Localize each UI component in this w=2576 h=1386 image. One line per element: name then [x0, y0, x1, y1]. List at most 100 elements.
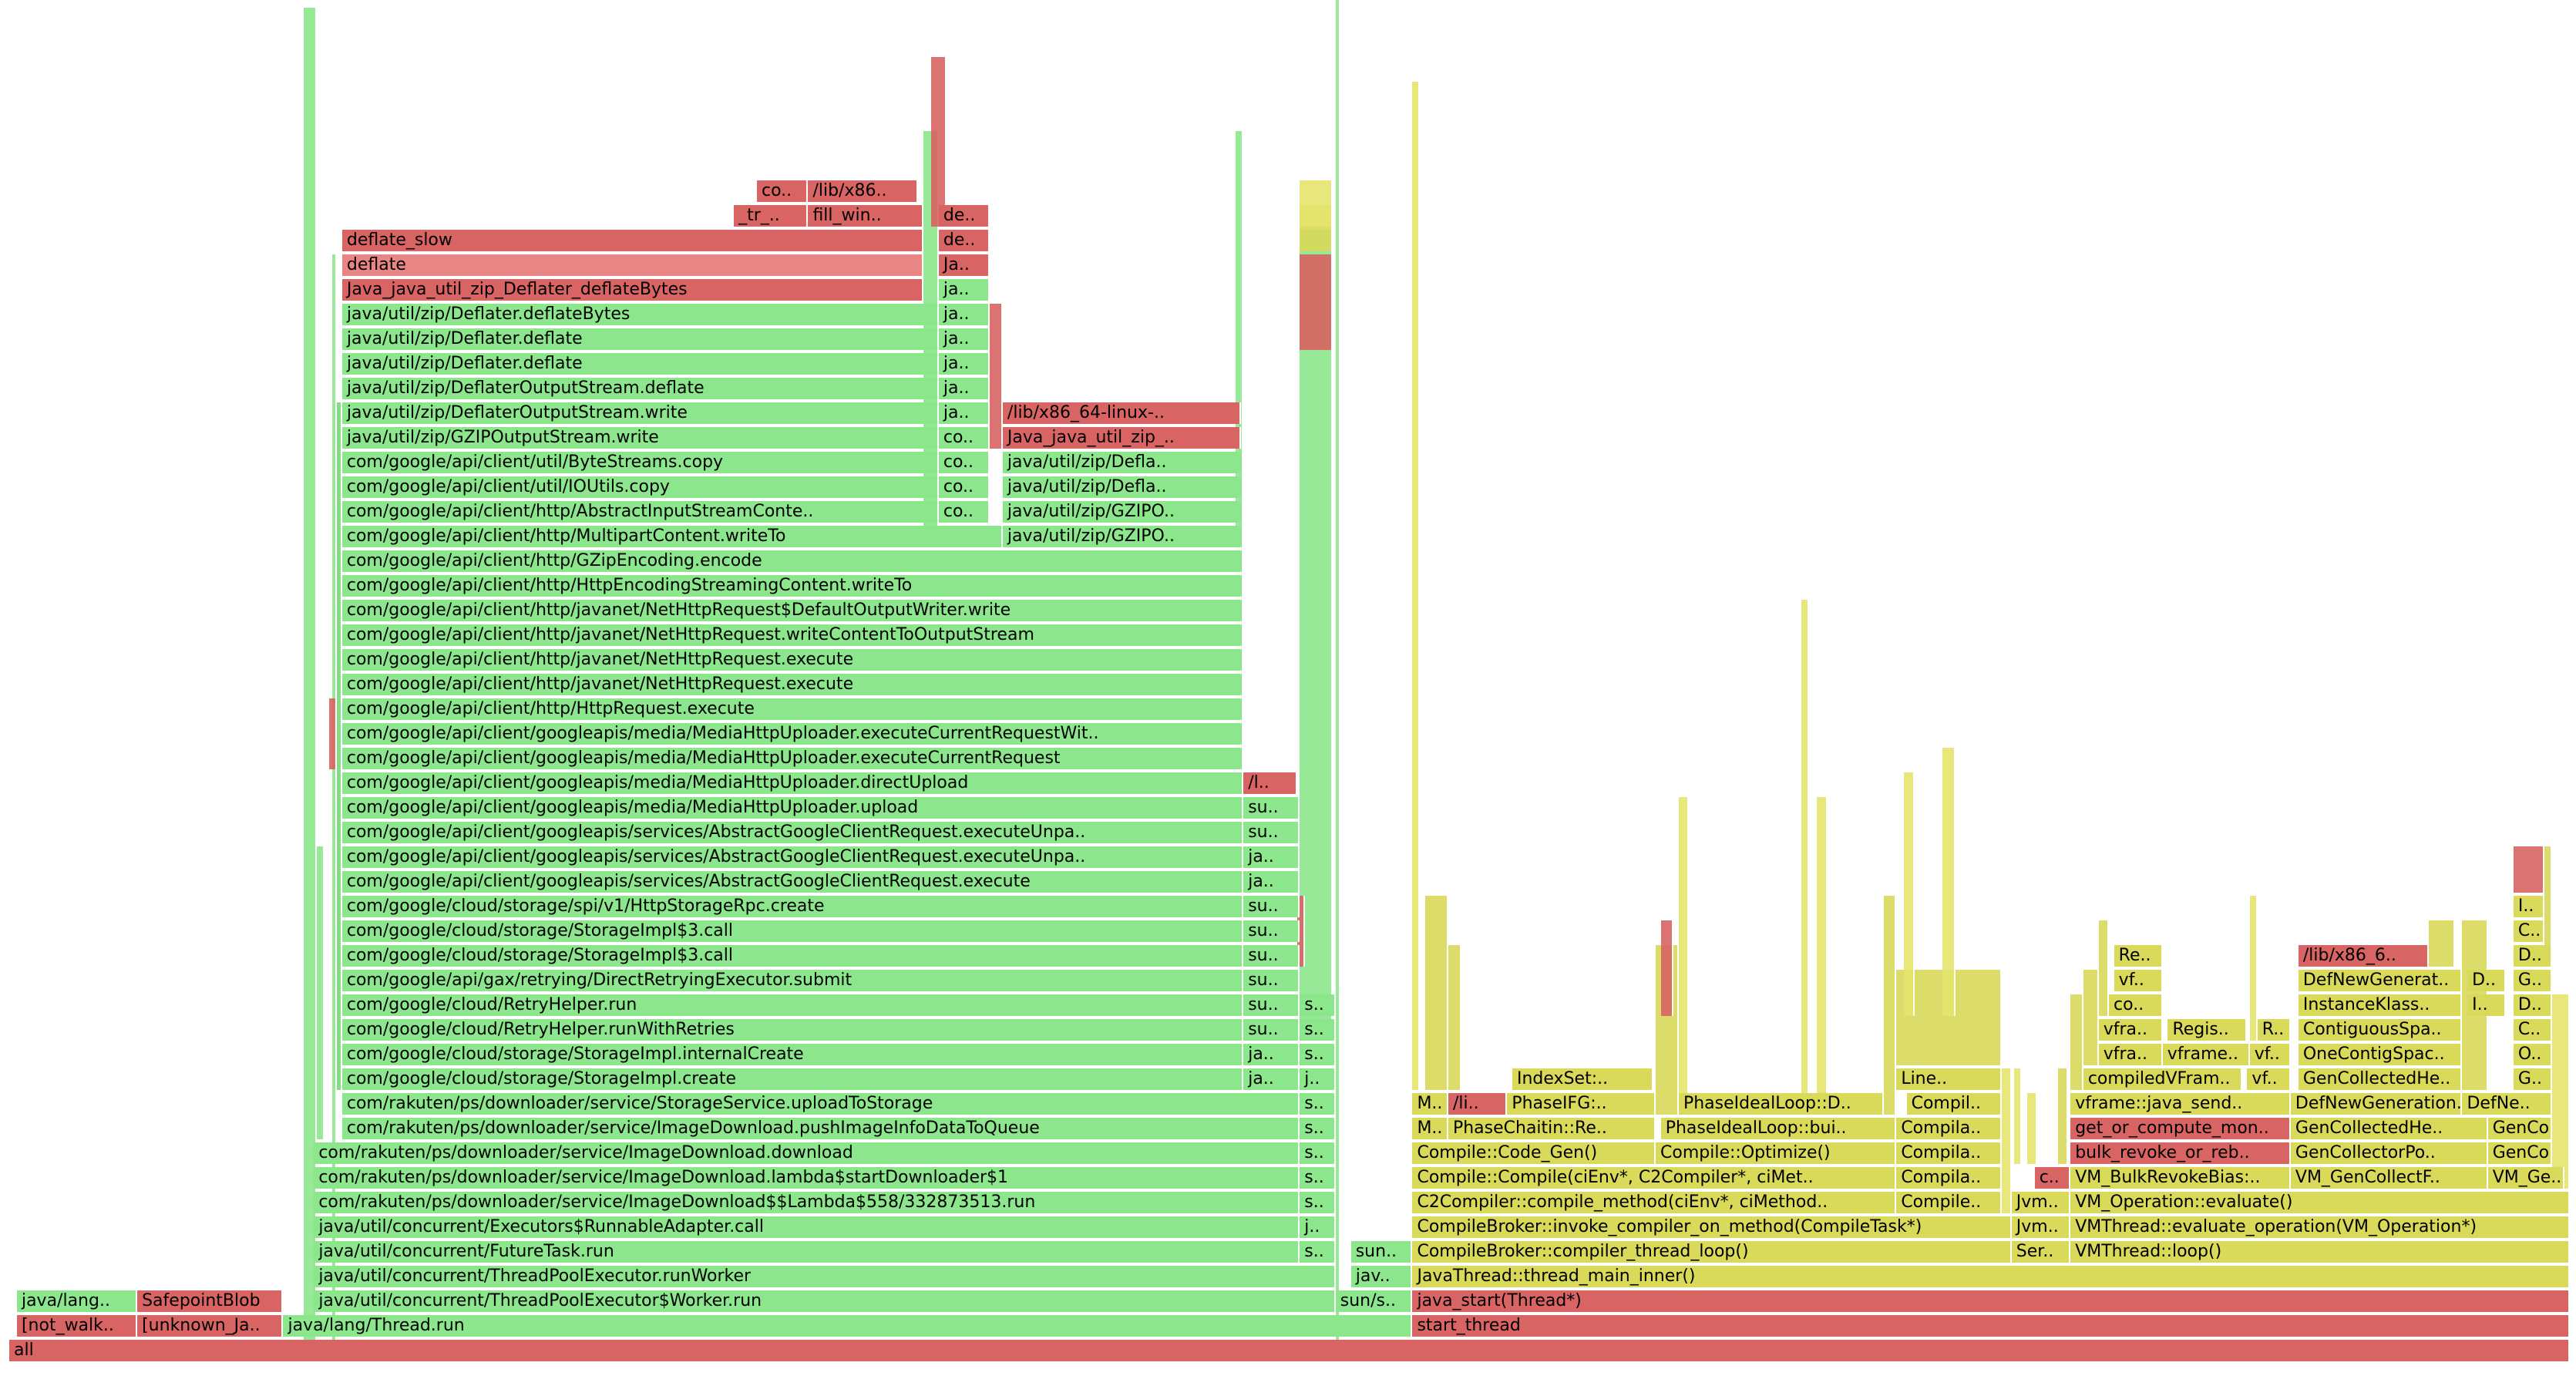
flame-frame[interactable]: com/google/api/gax/retrying/DirectRetryi…	[341, 970, 1244, 991]
flame-sliver[interactable]	[2513, 846, 2544, 893]
flame-frame[interactable]: com/google/api/client/googleapis/media/M…	[341, 723, 1244, 745]
flame-frame[interactable]: com/google/cloud/storage/StorageImpl$3.c…	[341, 920, 1244, 942]
flame-frame[interactable]: vf..	[2247, 1068, 2291, 1090]
flame-frame[interactable]: all	[9, 1340, 2570, 1361]
flame-sliver[interactable]	[930, 57, 947, 227]
flame-frame[interactable]: compiledVFram..	[2083, 1068, 2242, 1090]
flame-sliver[interactable]	[1883, 896, 1897, 1115]
flame-frame[interactable]: com/google/cloud/storage/StorageImpl.int…	[341, 1044, 1244, 1065]
flame-frame[interactable]: GenCo..	[2487, 1118, 2552, 1139]
flame-frame[interactable]: I..	[2513, 896, 2544, 917]
flame-sliver[interactable]	[2098, 920, 2110, 1016]
flame-frame[interactable]: InstanceKlass..	[2298, 994, 2463, 1016]
flame-frame[interactable]: C..	[2513, 920, 2544, 942]
flame-frame[interactable]: java/lang/Thread.run	[283, 1315, 1413, 1337]
flame-frame[interactable]: Compila..	[1896, 1142, 2002, 1164]
flame-sliver[interactable]	[990, 304, 1003, 449]
flame-sliver[interactable]	[1300, 254, 1333, 350]
flame-frame[interactable]: D..	[2467, 970, 2506, 991]
flame-frame[interactable]: su..	[1243, 1019, 1300, 1041]
flame-frame[interactable]: Ser..	[2011, 1241, 2071, 1263]
flame-frame[interactable]: com/google/api/client/googleapis/media/M…	[341, 772, 1244, 794]
flame-frame[interactable]: DefNe..	[2462, 1093, 2552, 1115]
flame-frame[interactable]: I..	[2467, 994, 2506, 1016]
flame-sliver[interactable]	[1412, 82, 1421, 1090]
flame-frame[interactable]: java/util/zip/GZIPO..	[1002, 501, 1244, 523]
flame-frame[interactable]: JavaThread::thread_main_inner()	[1412, 1266, 2570, 1287]
flame-frame[interactable]: com/google/api/client/http/javanet/NetHt…	[341, 674, 1244, 695]
flame-frame[interactable]: co..	[938, 501, 990, 523]
flame-frame[interactable]: com/google/api/client/http/javanet/NetHt…	[341, 600, 1244, 621]
flame-sliver[interactable]	[2057, 1068, 2068, 1164]
flame-frame[interactable]: PhaseIdealLoop::D..	[1678, 1093, 1884, 1115]
flame-frame[interactable]: CompileBroker::invoke_compiler_on_method…	[1412, 1216, 2012, 1238]
flame-frame[interactable]: java/util/zip/DeflaterOutputStream.write	[341, 402, 939, 424]
flame-frame[interactable]: PhaseChaitin::Re..	[1448, 1118, 1656, 1139]
flame-frame[interactable]: com/rakuten/ps/downloader/service/ImageD…	[341, 1118, 1300, 1139]
flame-frame[interactable]: com/google/cloud/storage/StorageImpl.cre…	[341, 1068, 1244, 1090]
flame-frame[interactable]: com/google/cloud/RetryHelper.run	[341, 994, 1244, 1016]
flame-frame[interactable]: java/util/zip/GZIPO..	[1002, 526, 1244, 547]
flame-frame[interactable]: j..	[1300, 1216, 1336, 1238]
flame-frame[interactable]: vframe..	[2162, 1044, 2250, 1065]
flame-frame[interactable]: Compila..	[1896, 1118, 2002, 1139]
flame-frame[interactable]: VMThread::evaluate_operation(VM_Operatio…	[2070, 1216, 2570, 1238]
flame-frame[interactable]: com/google/api/client/http/HttpRequest.e…	[341, 698, 1244, 720]
flame-frame[interactable]: bulk_revoke_or_reb..	[2070, 1142, 2291, 1164]
flame-frame[interactable]: com/google/api/client/util/IOUtils.copy	[341, 476, 939, 498]
flame-sliver[interactable]	[329, 698, 338, 769]
flame-frame[interactable]: /lib/x86..	[808, 180, 919, 202]
flame-frame[interactable]: com/google/api/client/googleapis/service…	[341, 871, 1244, 893]
flame-frame[interactable]: su..	[1243, 822, 1300, 843]
flame-frame[interactable]: GenCollectorPo..	[2290, 1142, 2488, 1164]
flame-sliver[interactable]	[331, 254, 338, 1361]
flame-sliver[interactable]	[1904, 772, 1915, 1016]
flame-frame[interactable]: s..	[1300, 994, 1336, 1016]
flame-frame[interactable]: com/google/api/client/util/ByteStreams.c…	[341, 452, 939, 473]
flame-frame[interactable]: com/google/api/client/googleapis/media/M…	[341, 748, 1244, 769]
flame-frame[interactable]: java/util/concurrent/ThreadPoolExecutor.…	[314, 1266, 1336, 1287]
flame-frame[interactable]: co..	[938, 476, 990, 498]
flame-frame[interactable]: ja..	[1243, 1044, 1300, 1065]
flame-frame[interactable]: VM_BulkRevokeBias:..	[2070, 1167, 2291, 1189]
flame-frame[interactable]: s..	[1300, 1093, 1336, 1115]
flame-sliver[interactable]	[1817, 797, 1828, 1115]
flame-frame[interactable]: VMThread::loop()	[2070, 1241, 2570, 1263]
flame-frame[interactable]: de..	[938, 230, 990, 251]
flame-frame[interactable]: jav..	[1350, 1266, 1413, 1287]
flame-frame[interactable]: s..	[1300, 1142, 1336, 1164]
flame-frame[interactable]: Compila..	[1896, 1167, 2002, 1189]
flame-frame[interactable]: java/util/zip/DeflaterOutputStream.defla…	[341, 378, 939, 399]
flame-frame[interactable]: com/google/api/client/googleapis/service…	[341, 846, 1244, 868]
flame-frame[interactable]: PhaseIdealLoop::bui..	[1660, 1118, 1897, 1139]
flame-sliver[interactable]	[1300, 230, 1333, 1041]
flame-sliver[interactable]	[337, 402, 342, 1090]
flame-frame[interactable]: s..	[1300, 1118, 1336, 1139]
flame-frame[interactable]: vf..	[2249, 1044, 2291, 1065]
flame-frame[interactable]: c..	[2034, 1167, 2071, 1189]
flame-frame[interactable]: PhaseIFG:..	[1507, 1093, 1656, 1115]
flame-frame[interactable]: VM_Ge..	[2487, 1167, 2565, 1189]
flame-frame[interactable]: vfra..	[2098, 1044, 2163, 1065]
flame-frame[interactable]: DefNewGenerat..	[2298, 970, 2463, 991]
flame-frame[interactable]: java/util/zip/Deflater.deflate	[341, 328, 939, 350]
flame-frame[interactable]: ja..	[1243, 871, 1300, 893]
flame-frame[interactable]: VM_GenCollectF..	[2290, 1167, 2488, 1189]
flame-frame[interactable]: ja..	[938, 328, 990, 350]
flame-frame[interactable]: Ja..	[938, 254, 990, 276]
flame-frame[interactable]: ja..	[1243, 1068, 1300, 1090]
flame-frame[interactable]: ja..	[938, 353, 990, 375]
flame-sliver[interactable]	[2014, 1068, 2023, 1164]
flame-frame[interactable]: ja..	[938, 402, 990, 424]
flame-frame[interactable]: com/google/cloud/RetryHelper.runWithRetr…	[341, 1019, 1244, 1041]
flame-frame[interactable]: Compile::Code_Gen()	[1412, 1142, 1656, 1164]
flame-frame[interactable]: ja..	[938, 378, 990, 399]
flame-sliver[interactable]	[1300, 180, 1333, 227]
flame-sliver[interactable]	[2429, 920, 2455, 967]
flame-frame[interactable]: [unknown_Ja..	[137, 1315, 284, 1337]
flame-frame[interactable]: co..	[938, 452, 990, 473]
flame-frame[interactable]: M..	[1412, 1093, 1448, 1115]
flame-frame[interactable]: co..	[938, 427, 990, 449]
flame-frame[interactable]: com/rakuten/ps/downloader/service/ImageD…	[314, 1192, 1300, 1213]
flame-sliver[interactable]	[1942, 748, 1956, 1016]
